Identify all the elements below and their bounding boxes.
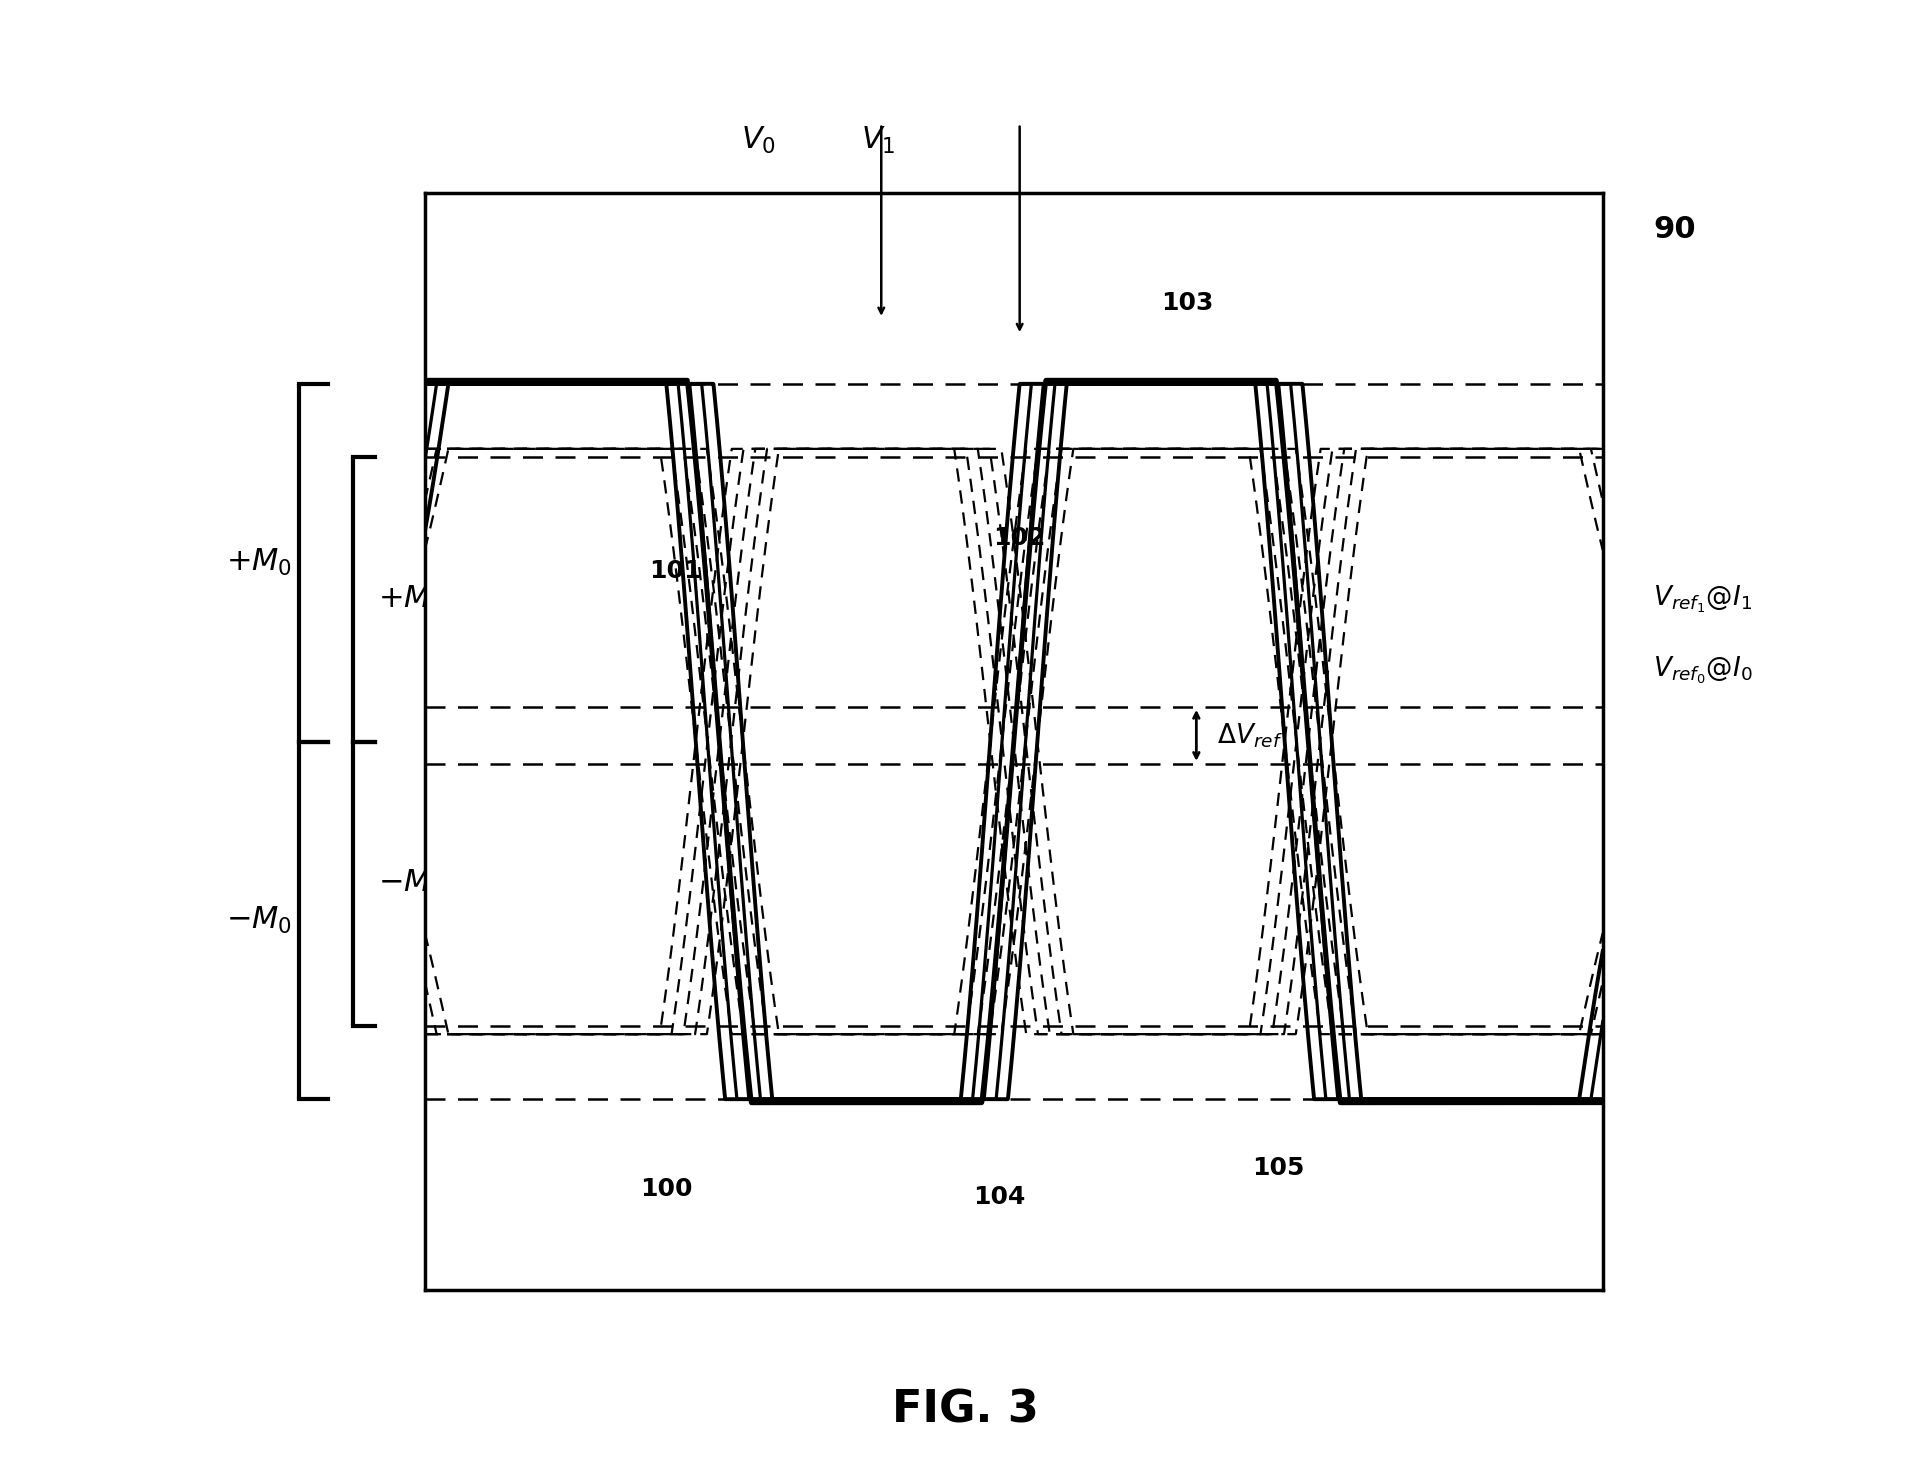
Text: 105: 105 — [1253, 1157, 1305, 1180]
Text: 90: 90 — [1652, 215, 1695, 245]
Text: 102: 102 — [992, 526, 1046, 550]
Text: $-M_0$: $-M_0$ — [226, 905, 291, 936]
Text: 104: 104 — [973, 1185, 1025, 1209]
Text: FIG. 3: FIG. 3 — [892, 1388, 1038, 1431]
Text: 103: 103 — [1160, 291, 1212, 314]
Text: $-M_1$: $-M_1$ — [378, 868, 444, 899]
Text: $V_0$: $V_0$ — [741, 125, 776, 156]
Text: 100: 100 — [639, 1176, 693, 1201]
Text: $+M_1$: $+M_1$ — [378, 584, 444, 615]
Text: $V_1$: $V_1$ — [861, 125, 896, 156]
Text: 101: 101 — [648, 559, 701, 583]
Text: $\Delta V_{ref}$: $\Delta V_{ref}$ — [1216, 721, 1282, 749]
Text: $+M_0$: $+M_0$ — [226, 547, 291, 578]
Text: $V_{ref_0}@I_0$: $V_{ref_0}@I_0$ — [1652, 654, 1752, 687]
Text: $V_{ref_1}@I_1$: $V_{ref_1}@I_1$ — [1652, 583, 1751, 615]
